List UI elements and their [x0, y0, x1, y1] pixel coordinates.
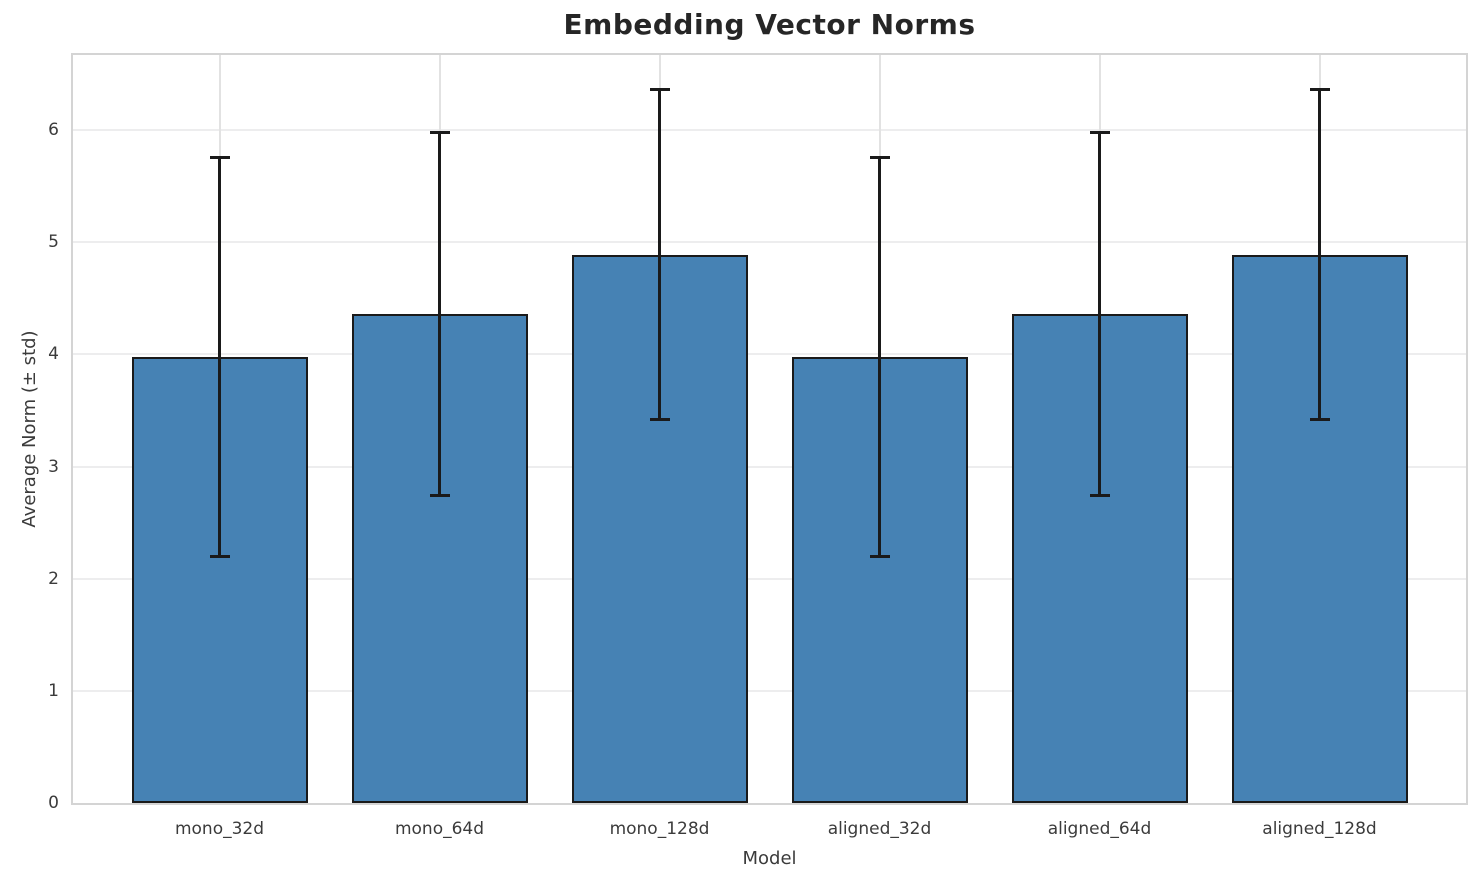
gridline-horizontal: [73, 465, 1466, 468]
error-cap-bottom-mono_128d: [649, 417, 670, 421]
x-tick-label-mono_32d: mono_32d: [174, 819, 265, 839]
x-tick-label-aligned_32d: aligned_32d: [827, 819, 932, 839]
y-tick-label: 4: [48, 344, 59, 365]
error-cap-bottom-aligned_128d: [1309, 417, 1330, 421]
x-tick-label-mono_64d: mono_64d: [394, 819, 485, 839]
error-cap-top-aligned_128d: [1309, 88, 1330, 92]
error-cap-top-mono_64d: [429, 130, 450, 134]
gridline-horizontal: [73, 689, 1466, 692]
gridline-horizontal: [73, 129, 1466, 132]
error-bar-mono_128d: [658, 89, 661, 420]
y-tick-label: 6: [48, 120, 59, 141]
plot-area: [71, 53, 1468, 805]
y-tick-label: 3: [48, 456, 59, 477]
error-cap-top-aligned_64d: [1089, 130, 1110, 134]
error-bar-mono_64d: [438, 132, 441, 496]
error-cap-bottom-mono_64d: [429, 494, 450, 498]
x-tick-label-mono_128d: mono_128d: [609, 819, 710, 839]
bar-mono_64d: [351, 314, 528, 803]
y-tick-label: 5: [48, 232, 59, 253]
y-tick-label: 2: [48, 568, 59, 589]
x-tick-label-aligned_128d: aligned_128d: [1262, 819, 1377, 839]
error-cap-top-mono_32d: [209, 155, 230, 159]
error-cap-bottom-aligned_64d: [1089, 494, 1110, 498]
x-tick-label-aligned_64d: aligned_64d: [1047, 819, 1152, 839]
error-bar-mono_32d: [218, 157, 221, 557]
error-bar-aligned_128d: [1318, 89, 1321, 420]
error-cap-bottom-mono_32d: [209, 554, 230, 558]
error-cap-bottom-aligned_32d: [869, 554, 890, 558]
error-bar-aligned_32d: [878, 157, 881, 557]
bar-mono_32d: [131, 356, 308, 803]
error-cap-top-mono_128d: [649, 88, 670, 92]
gridline-horizontal: [73, 241, 1466, 244]
chart-title: Embedding Vector Norms: [563, 8, 976, 41]
y-tick-label: 1: [48, 680, 59, 701]
error-bar-aligned_64d: [1098, 132, 1101, 496]
gridline-horizontal: [73, 577, 1466, 580]
gridline-horizontal: [73, 353, 1466, 356]
x-axis-label: Model: [742, 848, 797, 869]
y-tick-label: 0: [48, 793, 59, 813]
error-cap-top-aligned_32d: [869, 155, 890, 159]
